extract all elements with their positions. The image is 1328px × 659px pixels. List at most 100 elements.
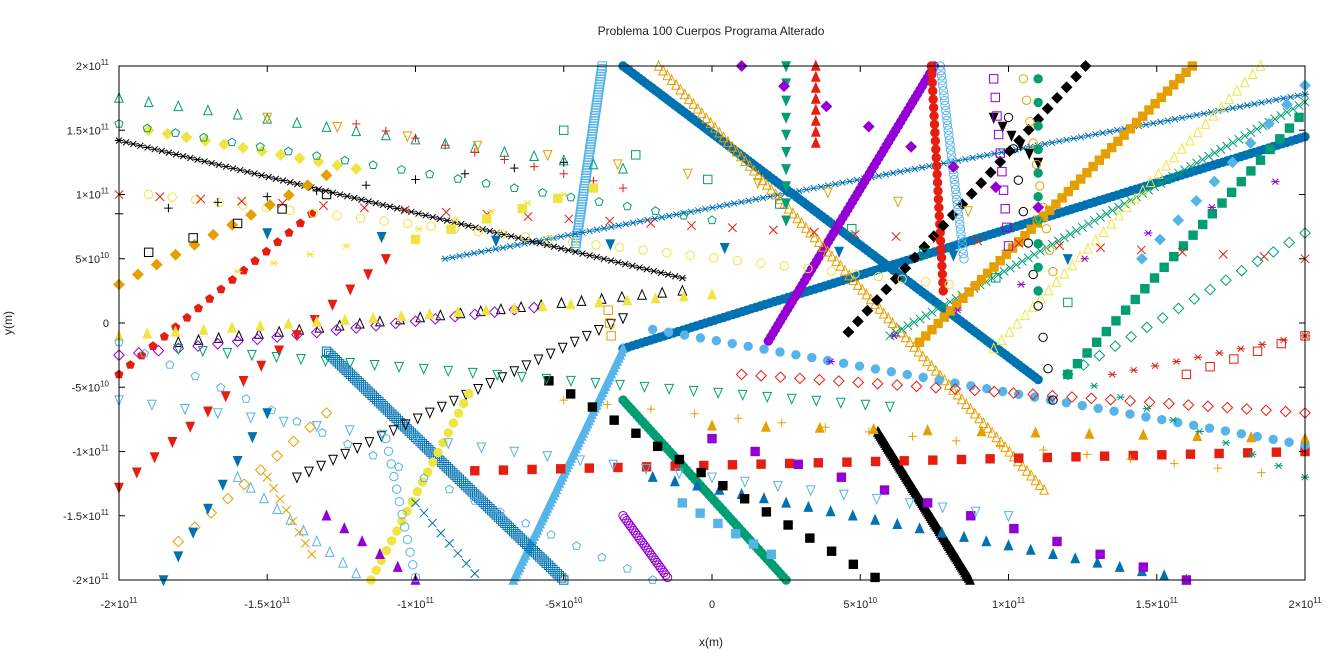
series-24-point [793, 372, 806, 385]
series-24-point [929, 381, 942, 394]
series-61-point [992, 111, 1002, 121]
series-57-point [1033, 301, 1043, 311]
series-72-point [719, 243, 730, 255]
series-21-point [273, 237, 283, 246]
series-23-point [886, 367, 897, 377]
series-15-point [1207, 209, 1218, 219]
series-36-point [922, 424, 933, 436]
series-46-point [216, 382, 226, 392]
series-5-point [1091, 131, 1100, 138]
series-12-point [921, 310, 931, 321]
series-5-point [1228, 104, 1237, 112]
series-23-point [807, 352, 817, 363]
series-53-point [288, 516, 298, 526]
series-59-point [1204, 283, 1217, 296]
series-9-point [1021, 464, 1032, 476]
series-41-point [351, 124, 362, 137]
series-5-point [614, 222, 623, 229]
series-12-point [1282, 107, 1292, 117]
series-73-point [731, 529, 741, 539]
series-26-point [339, 313, 350, 325]
series-63-point [1033, 262, 1043, 273]
series-46-point [597, 552, 607, 562]
series-13-point [927, 325, 937, 335]
series-26-point [170, 325, 181, 337]
series-6-point [478, 225, 487, 233]
series-23-point [902, 369, 912, 380]
series-65-point [487, 208, 496, 215]
series-17-point [606, 319, 616, 331]
series-63-point [1033, 74, 1043, 84]
series-45-point [400, 205, 410, 215]
series-18-point [657, 286, 668, 298]
series-13-point [970, 281, 981, 291]
series-8-point [933, 186, 943, 196]
series-54-point [951, 436, 961, 446]
series-67-point [232, 218, 243, 229]
series-12-point [915, 314, 925, 324]
series-41-point [588, 158, 599, 170]
series-13-point [1113, 136, 1123, 147]
series-40-point [142, 124, 155, 137]
series-8-point [937, 261, 947, 271]
series-5-point [787, 189, 797, 196]
series-45-point [1055, 240, 1065, 251]
series-22-point [1185, 449, 1196, 459]
series-14-point [1043, 284, 1054, 296]
series-24-point [891, 379, 904, 391]
series-21-point [182, 312, 192, 322]
series-12-point [1162, 175, 1172, 185]
series-40-point [218, 138, 231, 151]
series-49-point [339, 522, 350, 534]
series-59-point [1077, 359, 1090, 371]
series-14-point [1098, 225, 1109, 237]
series-23-point [791, 350, 801, 360]
series-22-point [1128, 450, 1138, 461]
series-25-point [379, 216, 389, 226]
series-13-point [964, 287, 974, 297]
series-45-point [359, 203, 369, 213]
series-29-point [939, 90, 949, 101]
series-30-point [781, 496, 792, 508]
series-29-point [939, 95, 950, 106]
series-35-point [750, 446, 760, 457]
series-62-point [1044, 245, 1055, 255]
series-45-point [605, 216, 615, 226]
series-65-point [414, 225, 423, 233]
series-50-point [272, 502, 283, 514]
series-44-point [213, 198, 223, 207]
series-5-point [831, 180, 840, 188]
series-37-point [762, 391, 773, 404]
series-9-point [926, 359, 937, 371]
series-9-point [766, 183, 777, 195]
series-37-point [492, 369, 503, 382]
series-5-point [578, 229, 587, 236]
series-40-point [237, 141, 249, 154]
series-37-point [369, 360, 380, 372]
series-18-point [495, 302, 506, 315]
series-45-point [932, 234, 942, 244]
series-13-point [976, 274, 987, 285]
series-23-point [918, 372, 928, 383]
series-12-point [1204, 151, 1214, 161]
series-6-point [464, 222, 473, 230]
series-9-point [727, 140, 738, 152]
series-15-point [1120, 305, 1131, 315]
series-6-point [621, 260, 630, 268]
series-5-point [802, 186, 811, 193]
series-25-point [591, 240, 601, 250]
series-28-point [653, 560, 664, 570]
series-42-point [170, 128, 181, 137]
series-9-point [1026, 469, 1037, 481]
series-64-point [332, 122, 343, 134]
series-9-point [688, 97, 699, 109]
series-40-point [161, 127, 174, 140]
series-20-point [238, 376, 249, 388]
series-15-point [1294, 112, 1304, 123]
series-24-point [1143, 396, 1156, 409]
series-12-point [1216, 144, 1226, 154]
series-23-point [1268, 434, 1278, 445]
series-5-point [1170, 115, 1180, 123]
series-15-point [1149, 273, 1160, 283]
series-44-point [361, 181, 371, 190]
